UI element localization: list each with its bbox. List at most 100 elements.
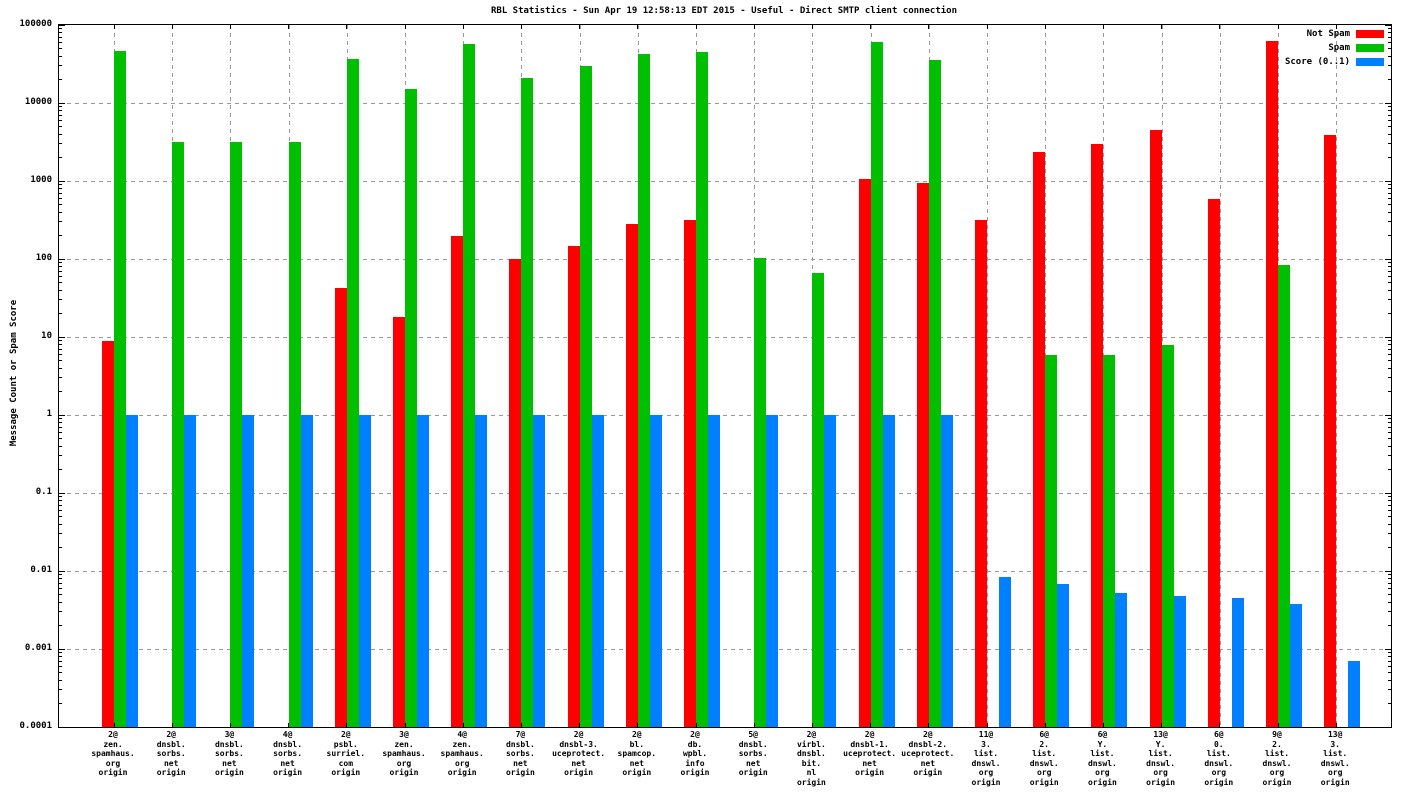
y-minor-tick — [59, 611, 62, 613]
x-tick — [404, 723, 406, 727]
y-minor-tick — [1388, 36, 1391, 38]
y-minor-tick — [1388, 340, 1391, 342]
bar-score-0-1--8 — [591, 415, 604, 727]
h-gridline — [59, 492, 1391, 494]
bar-spam-10 — [696, 52, 708, 727]
x-tick — [986, 723, 988, 727]
x-category-label: 3@ dnsbl. sorbs. net origin — [214, 730, 244, 777]
y-minor-tick — [59, 281, 62, 283]
x-category-label: 6@ 0. list. dnswl. org origin — [1204, 730, 1234, 787]
y-minor-tick — [1388, 523, 1391, 525]
y-major-tick — [1385, 414, 1391, 416]
legend-swatch-not-spam-icon — [1356, 30, 1384, 38]
plot-area: Not Spam Spam Score (0..1) — [58, 24, 1392, 728]
y-minor-tick — [59, 504, 62, 506]
y-major-tick — [59, 180, 65, 182]
y-minor-tick — [1388, 41, 1391, 43]
bar-score-0-1--6 — [475, 415, 488, 727]
x-category-label: 11@ 3. list. dnswl. org origin — [971, 730, 1001, 787]
y-tick-label: 100000 — [19, 19, 52, 29]
y-major-tick — [1385, 102, 1391, 104]
bar-spam-3 — [288, 141, 301, 727]
x-category-label: 2@ dnsbl-2. uceprotect. net origin — [901, 730, 955, 777]
y-minor-tick — [59, 652, 62, 654]
y-minor-tick — [59, 65, 62, 67]
y-minor-tick — [1388, 106, 1391, 108]
y-major-tick — [1385, 258, 1391, 260]
y-major-tick — [59, 414, 65, 416]
bar-score-0-1--10 — [708, 415, 720, 727]
y-minor-tick — [1388, 469, 1391, 471]
x-category-label: 4@ dnsbl. sorbs. net origin — [273, 730, 303, 777]
y-minor-tick — [1388, 587, 1391, 589]
bar-not-spam-20 — [1266, 41, 1278, 727]
y-minor-tick — [59, 114, 62, 116]
y-minor-tick — [59, 422, 62, 424]
y-minor-tick — [59, 348, 62, 350]
bar-score-0-1--5 — [417, 415, 429, 727]
y-minor-tick — [59, 266, 62, 268]
y-minor-tick — [59, 469, 62, 471]
y-minor-tick — [59, 601, 62, 603]
x-category-label: 6@ 2. list. dnswl. org origin — [1029, 730, 1059, 787]
y-minor-tick — [59, 509, 62, 511]
x-tick — [113, 25, 115, 29]
y-minor-tick — [1388, 665, 1391, 667]
y-minor-tick — [1388, 660, 1391, 662]
y-minor-tick — [1388, 679, 1391, 681]
y-minor-tick — [59, 299, 62, 301]
bar-not-spam-8 — [567, 246, 580, 727]
y-minor-tick — [59, 55, 62, 57]
y-minor-tick — [1388, 359, 1391, 361]
bar-spam-6 — [463, 44, 476, 727]
bar-spam-16 — [1045, 355, 1058, 727]
x-category-label: 7@ dnsbl. sorbs. net origin — [505, 730, 535, 777]
y-minor-tick — [1388, 437, 1391, 439]
y-minor-tick — [1388, 601, 1391, 603]
y-minor-tick — [1388, 266, 1391, 268]
y-minor-tick — [1388, 289, 1391, 291]
bar-not-spam-16 — [1033, 152, 1046, 727]
y-minor-tick — [59, 445, 62, 447]
h-gridline — [59, 570, 1391, 572]
bar-not-spam-5 — [393, 317, 405, 727]
y-minor-tick — [1388, 275, 1391, 277]
x-category-label: 13@ 3. list. dnswl. org origin — [1320, 730, 1350, 787]
x-tick — [404, 25, 406, 29]
y-minor-tick — [59, 110, 62, 112]
y-minor-tick — [1388, 270, 1391, 272]
x-tick — [637, 723, 639, 727]
y-minor-tick — [1388, 203, 1391, 205]
y-minor-tick — [1388, 500, 1391, 502]
y-minor-tick — [59, 582, 62, 584]
bar-not-spam-0 — [102, 340, 114, 727]
bar-score-0-1--9 — [649, 415, 662, 727]
y-minor-tick — [59, 500, 62, 502]
bar-score-0-1--0 — [126, 415, 138, 727]
y-minor-tick — [59, 192, 62, 194]
y-major-tick — [59, 336, 65, 338]
bar-score-0-1--12 — [824, 415, 837, 727]
bar-not-spam-10 — [684, 220, 696, 727]
legend-item-spam: Spam — [1328, 43, 1384, 53]
y-minor-tick — [59, 593, 62, 595]
x-category-label: 5@ dnsbl. sorbs. net origin — [738, 730, 768, 777]
h-gridline — [59, 258, 1391, 260]
bar-score-0-1--7 — [533, 415, 546, 727]
x-tick — [1161, 723, 1163, 727]
y-tick-label: 0.01 — [30, 565, 52, 575]
y-minor-tick — [1388, 611, 1391, 613]
y-minor-tick — [1388, 114, 1391, 116]
y-minor-tick — [59, 28, 62, 30]
y-minor-tick — [59, 313, 62, 315]
y-minor-tick — [1388, 703, 1391, 705]
x-tick — [579, 25, 581, 29]
y-minor-tick — [59, 587, 62, 589]
bar-score-0-1--15 — [999, 576, 1011, 727]
y-minor-tick — [59, 377, 62, 379]
y-minor-tick — [1388, 671, 1391, 673]
y-tick-label: 0.001 — [24, 643, 52, 653]
y-minor-tick — [1388, 422, 1391, 424]
bar-spam-20 — [1278, 264, 1290, 727]
